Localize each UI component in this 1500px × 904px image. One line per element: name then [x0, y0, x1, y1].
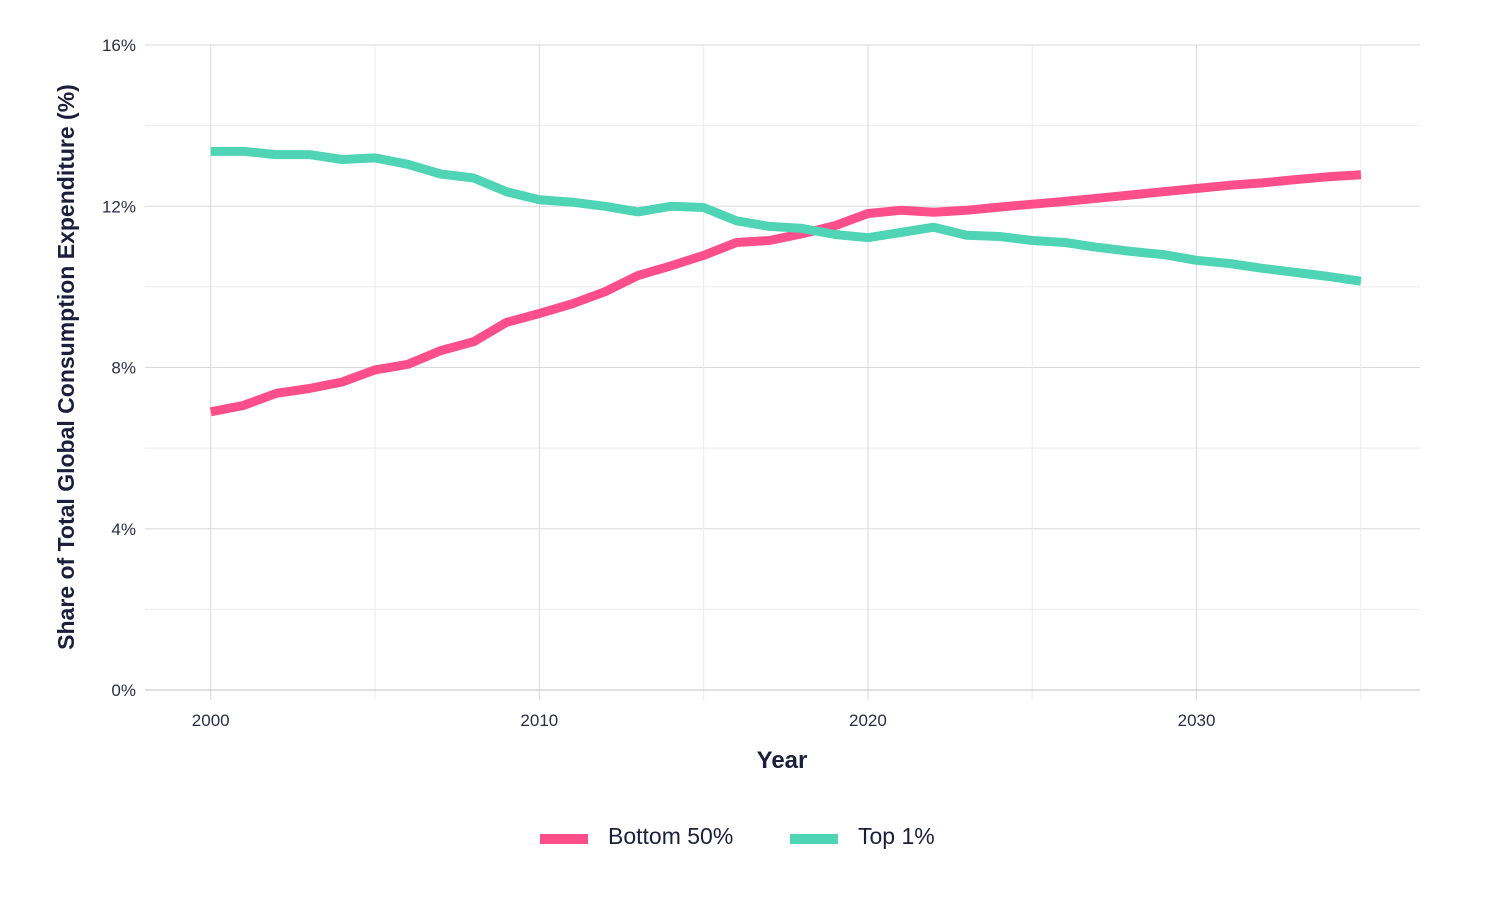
series-layer [209, 146, 1362, 417]
legend-swatch [540, 834, 588, 844]
x-tick-label: 2000 [192, 711, 230, 730]
legend-label: Top 1% [858, 823, 935, 849]
legend-label: Bottom 50% [608, 823, 733, 849]
y-tick-label: 0% [111, 681, 136, 700]
x-tick-label: 2030 [1178, 711, 1216, 730]
series-line-top-1 [210, 146, 1362, 286]
legend-swatch [790, 834, 838, 844]
y-axis-title: Share of Total Global Consumption Expend… [53, 84, 79, 650]
y-tick-label: 12% [102, 197, 136, 216]
x-tick-label: 2020 [849, 711, 887, 730]
y-axis: 0% 4% 8% 12% 16% [102, 36, 136, 700]
legend: Bottom 50% Top 1% [540, 823, 935, 849]
y-tick-label: 4% [111, 520, 136, 539]
x-axis: 2000 2010 2020 2030 [192, 711, 1216, 730]
x-axis-title: Year [757, 747, 808, 774]
grid [145, 44, 1420, 700]
series-line-bottom-50 [209, 170, 1362, 417]
y-tick-label: 16% [102, 36, 136, 55]
x-tick-label: 2010 [520, 711, 558, 730]
y-tick-label: 8% [111, 359, 136, 378]
